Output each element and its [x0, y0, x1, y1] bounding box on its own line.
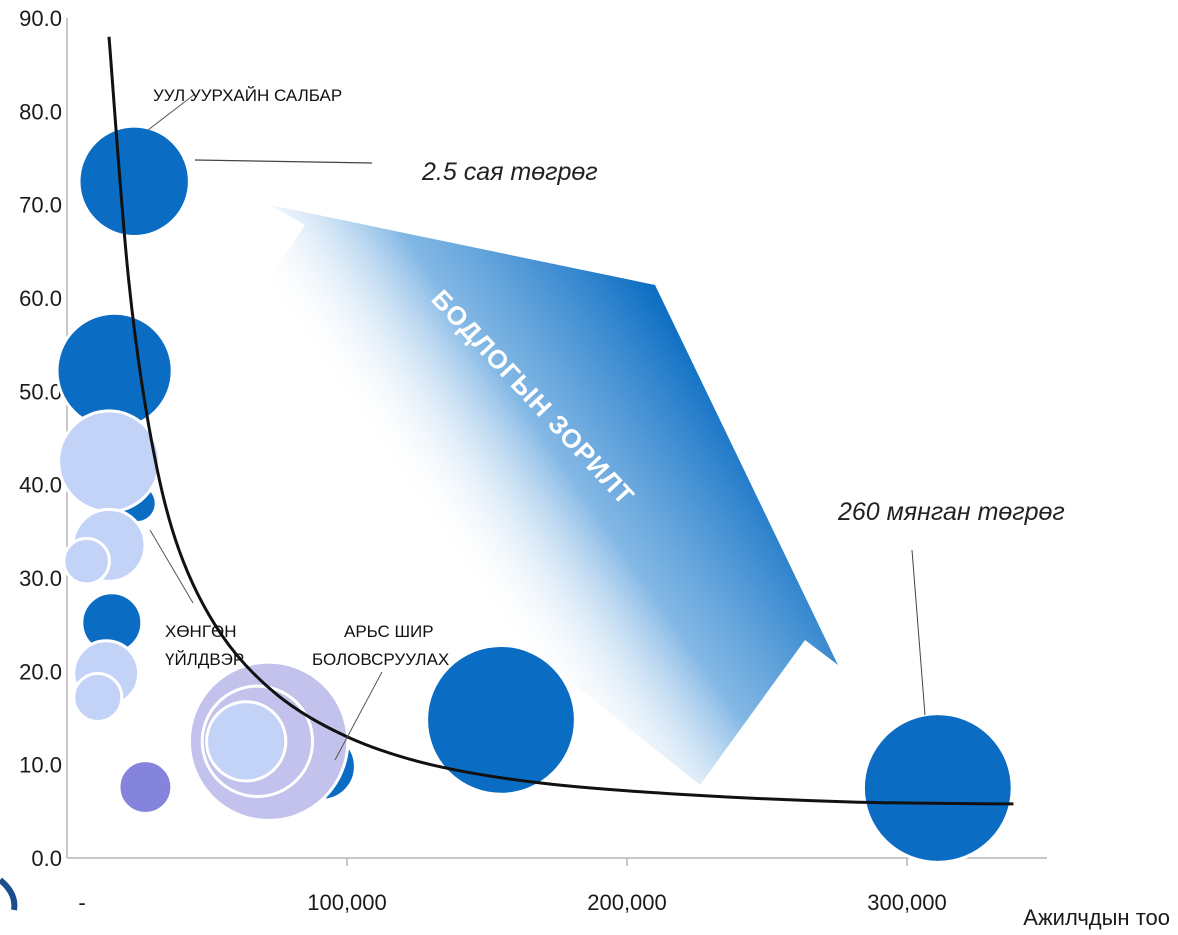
y-tick-label: 40.0 [19, 473, 62, 498]
arrow-shape [200, 205, 838, 785]
bubble-point [117, 759, 174, 815]
leader-light-industry [149, 529, 194, 604]
y-tick-label: 30.0 [19, 566, 62, 591]
y-tick-label: 70.0 [19, 193, 62, 218]
y-tick-label: 0.0 [31, 846, 62, 871]
bubble-point [77, 124, 191, 239]
bubble-point [205, 700, 288, 783]
annotation-leather-line2: БОЛОВСРУУЛАХ [312, 650, 449, 669]
x-tick-label: 200,000 [587, 890, 667, 915]
y-tick-label: 50.0 [19, 379, 62, 404]
annotation-light-line2: ҮЙЛДВЭР [165, 650, 244, 669]
leader-25m [194, 159, 373, 164]
bubble-point [861, 712, 1014, 864]
y-tick-label: 10.0 [19, 753, 62, 778]
annotation-leather-line1: АРЬС ШИР [344, 622, 434, 641]
annotation-2-5-million: 2.5 сая төгрөг [421, 158, 598, 186]
policy-goal-arrow: БОДЛОГЫН ЗОРИЛТ [200, 205, 838, 785]
leader-260k [911, 549, 926, 716]
x-axis-label: Ажилчдын тоо [1023, 905, 1170, 930]
leader-leather [334, 671, 383, 761]
annotations: УУЛ УУРХАЙН САЛБАР 2.5 сая төгрөг ХӨНГӨН… [153, 86, 1065, 669]
y-tick-label: 80.0 [19, 99, 62, 124]
y-tick-label: 60.0 [19, 286, 62, 311]
annotation-260-thousand: 260 мянган төгрөг [837, 498, 1065, 526]
y-tick-labels: 0.0 10.0 20.0 30.0 40.0 50.0 60.0 70.0 80.0 90.0 [19, 6, 62, 871]
bubble-point [57, 409, 161, 514]
annotation-light-line1: ХӨНГӨН [165, 622, 237, 641]
bubble-point [72, 671, 124, 723]
x-tick-label: - [78, 890, 85, 915]
leader-mining [147, 93, 196, 131]
bubble-point [425, 643, 577, 796]
y-tick-label: 20.0 [19, 659, 62, 684]
annotation-mining: УУЛ УУРХАЙН САЛБАР [153, 86, 342, 105]
x-tick-label: 100,000 [307, 890, 387, 915]
x-tick-label: 300,000 [867, 890, 947, 915]
annotation-leader-lines [147, 93, 926, 761]
x-tick-labels: - 100,000 200,000 300,000 [78, 858, 947, 915]
corner-logo-fragment [0, 877, 18, 911]
y-tick-label: 90.0 [19, 6, 62, 31]
bubble-point [62, 536, 111, 586]
trend-curve [107, 36, 1014, 806]
